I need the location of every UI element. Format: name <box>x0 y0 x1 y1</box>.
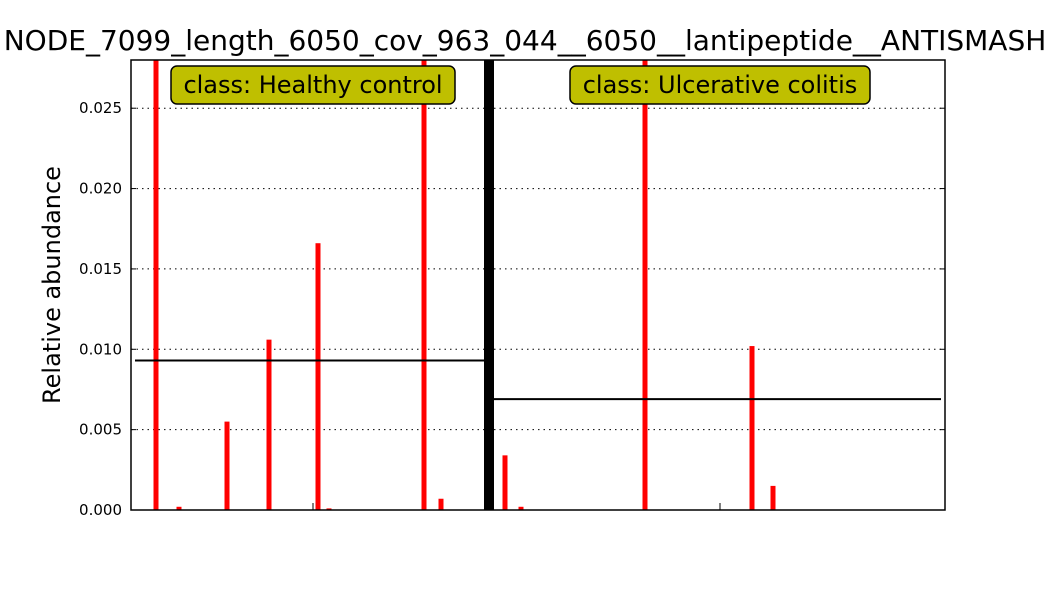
class-label-uc: class: Ulcerative colitis <box>569 65 871 105</box>
bar <box>749 346 755 510</box>
y-tick-label: 0.005 <box>79 421 122 439</box>
bar <box>518 506 524 510</box>
bar <box>502 455 508 510</box>
class-label-healthy: class: Healthy control <box>170 65 456 105</box>
bar <box>315 243 321 510</box>
bar <box>770 485 776 510</box>
y-axis: 0.000 0.005 0.010 0.015 0.020 0.025 <box>79 99 945 519</box>
bar <box>642 60 648 510</box>
bar <box>153 60 159 510</box>
class-label-text: class: Ulcerative colitis <box>583 71 858 99</box>
class-label-box <box>569 65 871 105</box>
chart-title: NODE_7099_length_6050_cov_963_044__6050_… <box>4 24 1047 57</box>
mean-lines <box>135 359 941 401</box>
y-tick-label: 0.010 <box>79 340 122 358</box>
class-separator <box>484 60 494 510</box>
class-label-box <box>170 65 456 105</box>
bar <box>224 421 230 510</box>
y-tick-label: 0.000 <box>79 501 122 519</box>
y-tick-label: 0.025 <box>79 99 122 117</box>
bar <box>421 60 427 510</box>
bar <box>176 506 182 510</box>
class-label-text: class: Healthy control <box>183 71 442 99</box>
bars <box>153 60 776 510</box>
y-tick-label: 0.020 <box>79 180 122 198</box>
gridlines <box>131 107 945 431</box>
bar <box>266 339 272 510</box>
y-tick-label: 0.015 <box>79 260 122 278</box>
bar <box>438 498 444 510</box>
plot-frame <box>130 59 946 511</box>
x-ticks <box>312 503 721 510</box>
y-axis-label: Relative abundance <box>38 166 66 404</box>
bar <box>326 508 332 510</box>
